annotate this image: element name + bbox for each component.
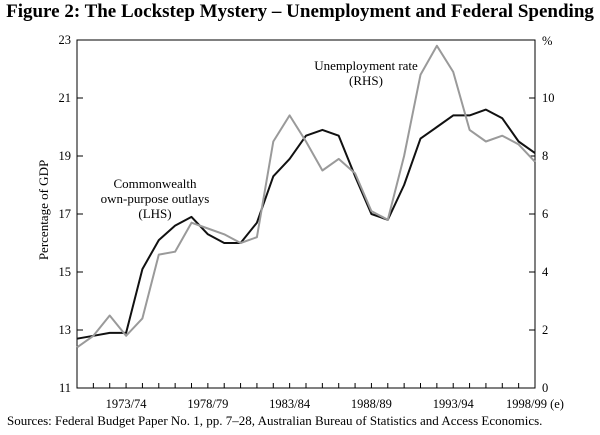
unemployment-annotation: (RHS) [349, 73, 383, 88]
left-y-tick-label: 11 [59, 381, 71, 395]
unemployment-series-line [76, 44, 536, 349]
left-axis-title: Percentage of GDP [36, 160, 51, 260]
unemployment-annotation: Unemployment rate [314, 58, 418, 73]
left-y-tick-label: 23 [59, 33, 72, 47]
right-y-tick-label: 10 [542, 91, 555, 105]
left-y-tick-label: 17 [59, 207, 72, 221]
x-tick-label: 1998/99 (e) [506, 397, 564, 411]
source-note: Sources: Federal Budget Paper No. 1, pp.… [7, 413, 543, 428]
right-y-tick-label: 2 [542, 323, 548, 337]
outlays-annotation: (LHS) [138, 206, 171, 221]
left-y-tick-label: 13 [59, 323, 72, 337]
x-tick-label: 1988/89 [351, 397, 392, 411]
figure-title: Figure 2: The Lockstep Mystery – Unemplo… [6, 1, 594, 22]
left-y-tick-label: 15 [59, 265, 72, 279]
outlays-series-line [76, 108, 536, 340]
right-y-tick-label: 0 [542, 381, 548, 395]
right-y-tick-label: 8 [542, 149, 548, 163]
x-tick-label: 1983/84 [269, 397, 311, 411]
right-y-tick-label: 4 [542, 265, 549, 279]
x-tick-label: 1973/74 [106, 397, 148, 411]
right-y-tick-label: 6 [542, 207, 548, 221]
outlays-annotation: own-purpose outlays [101, 191, 210, 206]
left-y-tick-label: 21 [59, 91, 72, 105]
right-axis-unit: % [542, 34, 552, 48]
outlays-annotation: Commonwealth [113, 176, 197, 191]
x-tick-label: 1978/79 [187, 397, 228, 411]
x-tick-label: 1993/94 [433, 397, 475, 411]
left-y-tick-label: 19 [59, 149, 72, 163]
